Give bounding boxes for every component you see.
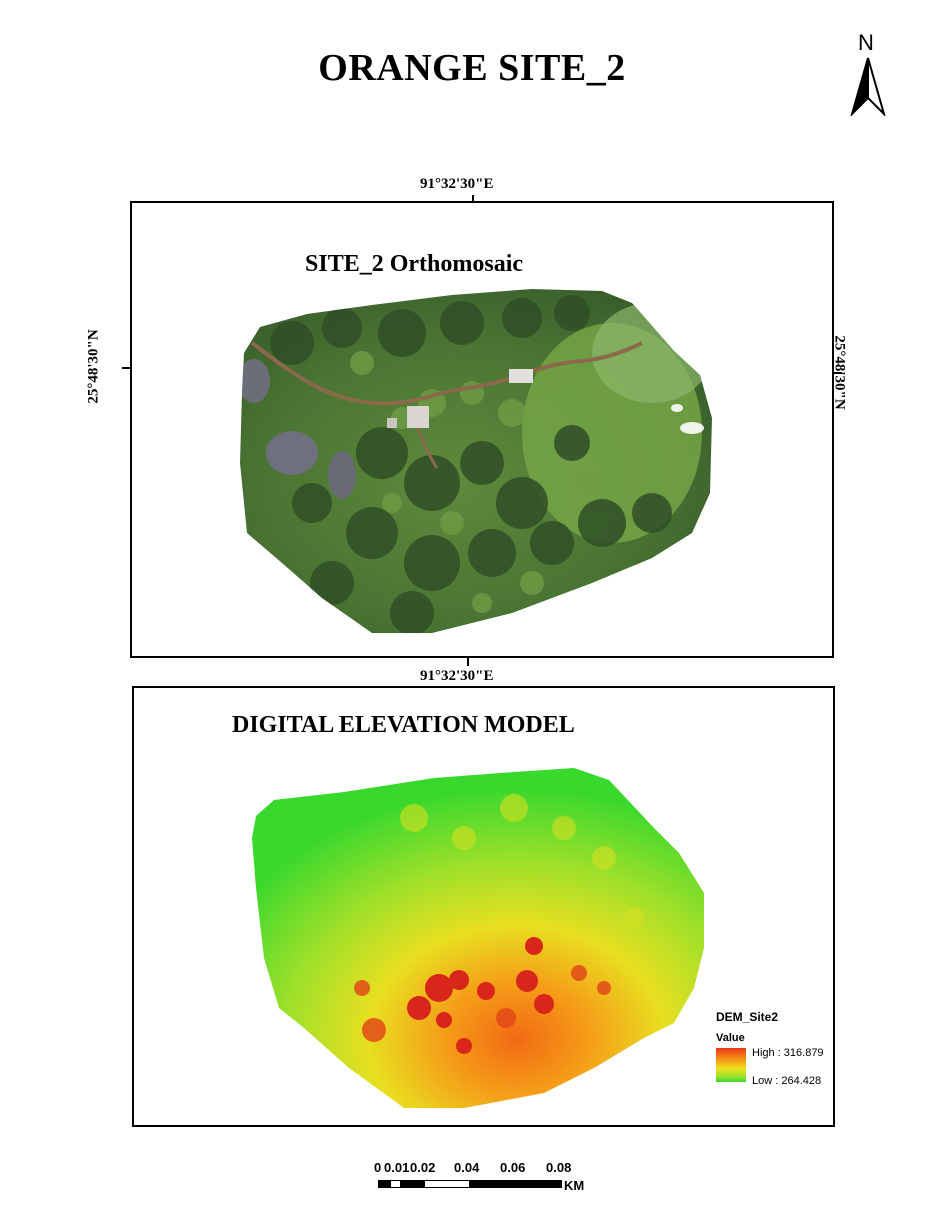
dem-legend: DEM_Site2 Value High : 316.879 Low : 264… (716, 1010, 836, 1090)
right-latitude-tick (834, 372, 842, 374)
legend-layer-name: DEM_Site2 (716, 1010, 779, 1024)
top-longitude-tick (472, 195, 474, 203)
scale-bar: 0 0.01 0.02 0.04 0.06 0.08 KM (370, 1160, 610, 1200)
scale-label-0: 0 (374, 1160, 382, 1175)
scale-label-006: 0.06 (500, 1160, 526, 1175)
scale-segment-5 (470, 1180, 516, 1188)
north-arrow: N (848, 30, 888, 116)
scale-label-004: 0.04 (454, 1160, 480, 1175)
scale-segment-1 (378, 1180, 390, 1188)
legend-low-label: Low : 264.428 (752, 1075, 822, 1087)
scale-unit: KM (564, 1178, 585, 1193)
scale-segment-3 (401, 1180, 424, 1188)
scale-segment-2 (390, 1180, 401, 1188)
legend-color-ramp (716, 1048, 746, 1082)
scale-segment-6 (516, 1180, 562, 1188)
scale-label-001: 0.01 (384, 1160, 410, 1175)
scale-segment-4 (424, 1180, 470, 1188)
dem-raster (252, 768, 704, 1108)
north-arrow-icon (850, 57, 886, 116)
dem-title: DIGITAL ELEVATION MODEL (232, 712, 575, 738)
orthomosaic-map-frame: SITE_2 Orthomosaic (130, 201, 834, 658)
orthomosaic-title: SITE_2 Orthomosaic (305, 251, 524, 277)
bottom-longitude-tick (467, 658, 469, 666)
north-label: N (858, 30, 874, 55)
scale-label-002: 0.02 (410, 1160, 436, 1175)
left-latitude-label: 25°48'30"N (85, 329, 102, 404)
legend-high-label: High : 316.879 (752, 1047, 824, 1059)
left-latitude-tick (122, 367, 130, 369)
top-longitude-label: 91°32'30"E (420, 176, 494, 192)
bottom-longitude-label: 91°32'30"E (420, 668, 494, 684)
map-title: ORANGE SITE_2 (318, 47, 626, 89)
scale-label-008: 0.08 (546, 1160, 572, 1175)
orthomosaic-image (240, 289, 712, 633)
legend-field-label: Value (716, 1032, 745, 1044)
